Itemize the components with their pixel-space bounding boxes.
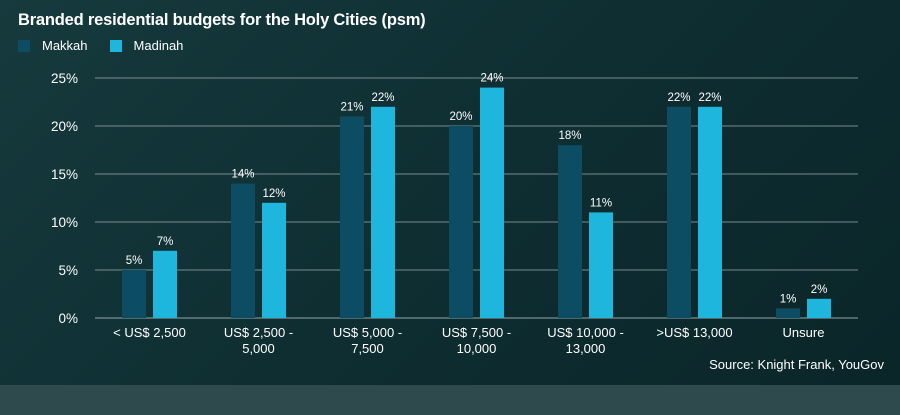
- chart-title: Branded residential budgets for the Holy…: [18, 11, 426, 29]
- y-tick-label: 10%: [51, 215, 78, 230]
- bar-chart: 0% 5% 10% 15% 20% 25% 5% 7% < US$ 2,500 14% 12% US$…: [51, 71, 858, 356]
- bar-madinah: [589, 212, 613, 318]
- x-tick-label: US$ 2,500 -: [224, 325, 293, 340]
- y-tick-label: 20%: [51, 119, 78, 134]
- bar-makkah: [122, 270, 146, 318]
- bar-madinah: [480, 87, 504, 318]
- data-label-makkah: 18%: [558, 130, 581, 142]
- x-tick-label: US$ 7,500 -: [442, 325, 511, 340]
- data-label-makkah: 21%: [340, 101, 363, 113]
- bar-makkah: [667, 106, 691, 318]
- x-tick-label: 5,000: [242, 341, 275, 356]
- y-tick-label: 0%: [58, 311, 78, 326]
- legend-label-makkah: Makkah: [42, 38, 88, 53]
- bar-makkah: [231, 183, 255, 318]
- data-label-madinah: 24%: [480, 73, 503, 85]
- legend-swatch-makkah: [18, 39, 30, 52]
- footer-band: [0, 385, 900, 415]
- data-label-madinah: 7%: [157, 236, 174, 248]
- data-label-makkah: 14%: [231, 169, 254, 181]
- bar-makkah: [340, 116, 364, 319]
- x-tick-label: >US$ 13,000: [656, 325, 732, 340]
- x-tick-label: 13,000: [566, 341, 606, 356]
- data-label-makkah: 1%: [780, 293, 797, 305]
- data-label-makkah: 20%: [449, 111, 472, 123]
- x-tick-label: 7,500: [351, 341, 384, 356]
- bar-madinah: [807, 298, 831, 318]
- chart-legend: Makkah Madinah: [18, 38, 205, 53]
- bar-madinah: [371, 106, 395, 318]
- legend-item-madinah: Madinah: [109, 38, 184, 53]
- bar-makkah: [449, 126, 473, 318]
- bar-madinah: [153, 250, 177, 318]
- y-tick-label: 15%: [51, 167, 78, 182]
- data-label-makkah: 5%: [126, 255, 143, 267]
- y-tick-label: 5%: [58, 263, 78, 278]
- bar-madinah: [262, 202, 286, 318]
- x-tick-label: 10,000: [457, 341, 497, 356]
- data-label-madinah: 2%: [811, 284, 828, 296]
- x-tick-label: < US$ 2,500: [113, 325, 186, 340]
- data-label-madinah: 12%: [262, 188, 285, 200]
- bar-makkah: [558, 145, 582, 318]
- x-tick-label: Unsure: [783, 325, 825, 340]
- x-tick-label: US$ 5,000 -: [333, 325, 402, 340]
- legend-label-madinah: Madinah: [133, 38, 184, 53]
- data-label-makkah: 22%: [667, 92, 690, 104]
- y-tick-label: 25%: [51, 71, 78, 86]
- legend-swatch-madinah: [109, 39, 122, 52]
- data-label-madinah: 22%: [698, 92, 721, 104]
- data-label-madinah: 22%: [371, 92, 394, 104]
- source-note: Source: Knight Frank, YouGov: [709, 357, 884, 372]
- x-tick-label: US$ 10,000 -: [547, 325, 624, 340]
- legend-item-makkah: Makkah: [18, 38, 88, 53]
- bar-makkah: [776, 308, 800, 318]
- data-label-madinah: 11%: [590, 197, 612, 209]
- bar-madinah: [698, 106, 722, 318]
